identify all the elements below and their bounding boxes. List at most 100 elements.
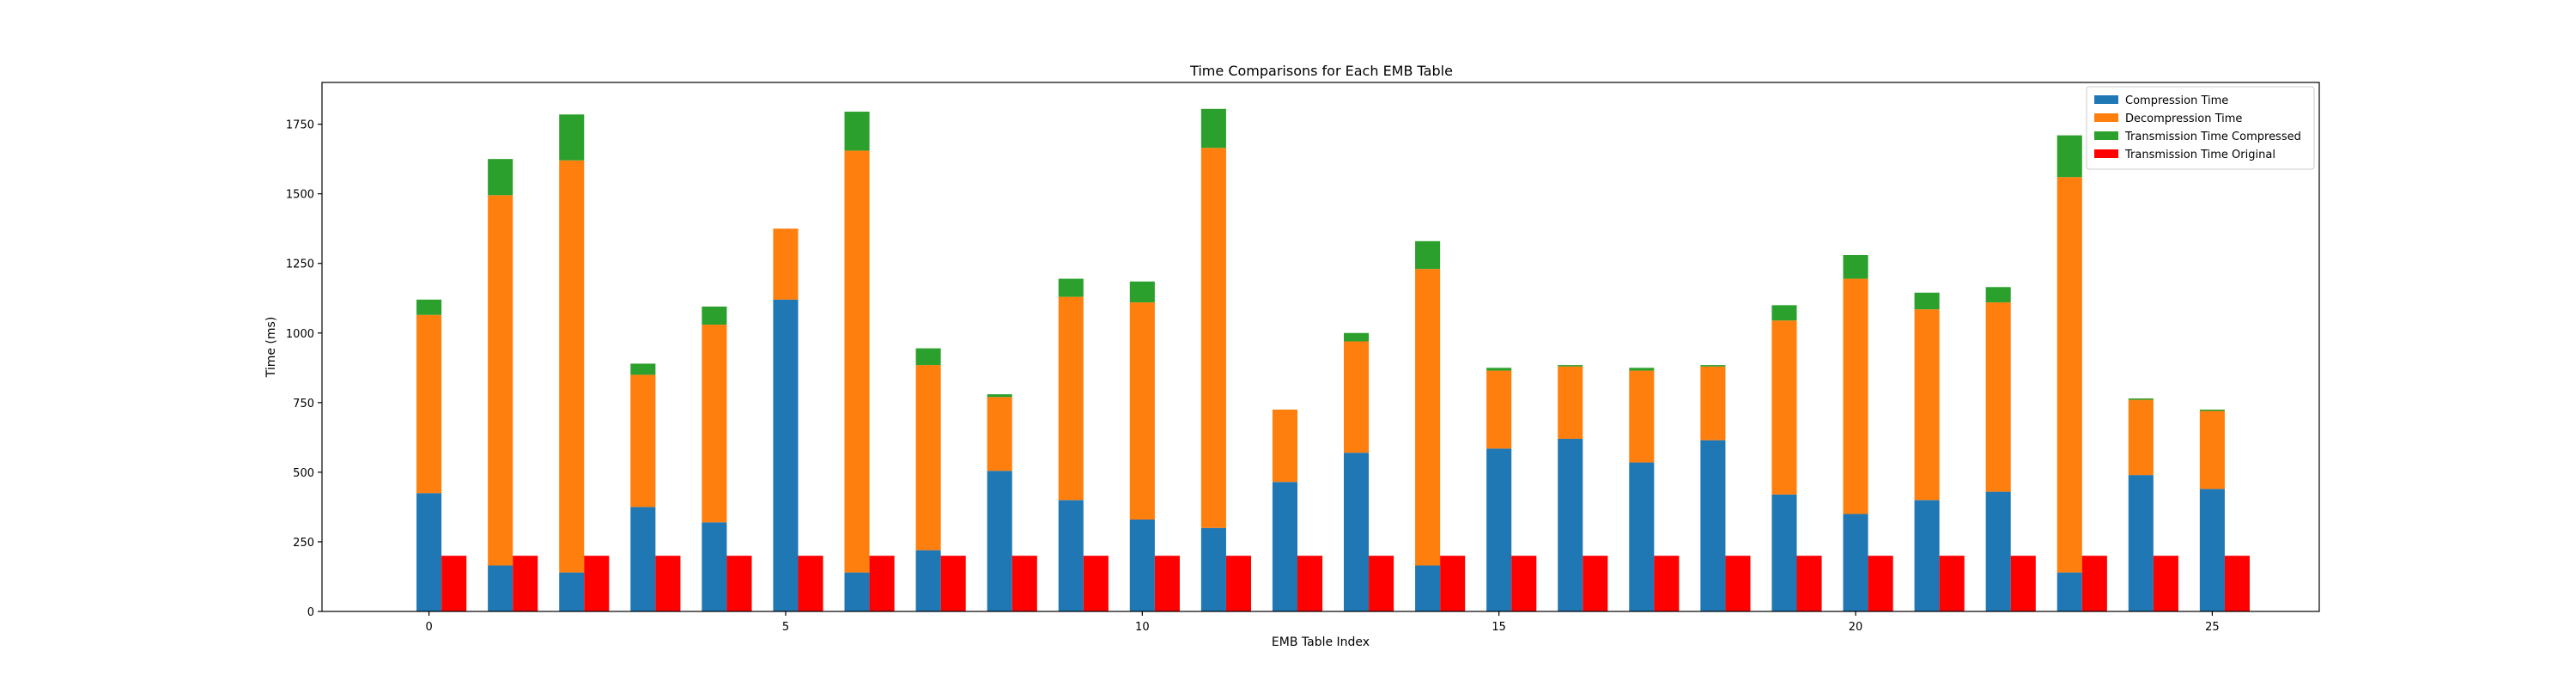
bar-compression-time <box>844 572 870 611</box>
bar-decompression-time <box>1343 341 1370 453</box>
bar-transmission-time-compressed <box>2128 398 2154 400</box>
bars-group <box>416 108 2251 611</box>
x-axis: 0 5 10 15 20 25 <box>425 611 2220 634</box>
bar-transmission-time-compressed <box>915 348 941 366</box>
bar-compression-time <box>1985 491 2011 611</box>
bar-decompression-time <box>915 365 941 550</box>
bar-transmission-time-compressed <box>559 114 585 161</box>
bar-compression-time <box>915 550 941 611</box>
legend-swatch <box>2094 95 2118 104</box>
bar-compression-time <box>1914 500 1940 611</box>
bar-compression-time <box>1058 500 1084 611</box>
bar-decompression-time <box>1058 296 1084 501</box>
x-tick-label: 25 <box>2205 621 2220 634</box>
bar-decompression-time <box>773 228 799 300</box>
bar-decompression-time <box>2199 410 2225 489</box>
legend-entry-label: Transmission Time Compressed <box>2124 131 2301 143</box>
bar-transmission-time-original <box>513 556 538 611</box>
legend-swatch <box>2094 131 2118 140</box>
bar-decompression-time <box>1486 370 1512 449</box>
bar-decompression-time <box>1914 309 1940 501</box>
bar-compression-time <box>1129 520 1155 611</box>
bar-transmission-time-original <box>1939 556 1965 611</box>
x-tick-label: 20 <box>1849 621 1863 634</box>
bar-decompression-time <box>2057 177 2082 573</box>
bar-decompression-time <box>2128 399 2154 476</box>
bar-compression-time <box>1629 462 1655 611</box>
bar-transmission-time-compressed <box>1914 292 1940 310</box>
bar-transmission-time-original <box>1154 556 1180 611</box>
bar-transmission-time-original <box>726 556 752 611</box>
bar-transmission-time-compressed <box>1629 368 1655 371</box>
bar-transmission-time-compressed <box>1415 240 1441 270</box>
bar-transmission-time-original <box>2153 556 2178 611</box>
bar-compression-time <box>773 299 799 611</box>
bar-compression-time <box>1771 494 1797 611</box>
bar-transmission-time-original <box>1297 556 1323 611</box>
bar-compression-time <box>1700 440 1726 611</box>
bar-compression-time <box>1486 448 1512 611</box>
bar-transmission-time-compressed <box>1486 368 1512 371</box>
x-tick-label: 10 <box>1135 621 1150 634</box>
bar-transmission-time-compressed <box>987 394 1012 398</box>
bar-transmission-time-original <box>2224 556 2251 611</box>
bar-transmission-time-compressed <box>1700 365 1726 367</box>
bar-decompression-time <box>1200 148 1226 528</box>
bar-transmission-time-original <box>1868 556 1893 611</box>
legend-entry-label: Transmission Time Original <box>2124 149 2275 161</box>
bar-transmission-time-compressed <box>2199 409 2225 411</box>
bar-transmission-time-original <box>1083 556 1109 611</box>
plot-frame <box>321 82 2320 612</box>
bar-decompression-time <box>844 150 870 573</box>
bar-transmission-time-compressed <box>630 363 656 375</box>
bar-compression-time <box>488 565 513 611</box>
bar-decompression-time <box>1985 302 2011 492</box>
bar-decompression-time <box>987 397 1012 471</box>
bar-compression-time <box>1200 527 1226 611</box>
bar-compression-time <box>1272 482 1298 611</box>
bar-transmission-time-compressed <box>1129 281 1155 303</box>
y-tick-label: 500 <box>293 467 314 480</box>
bar-compression-time <box>987 471 1012 611</box>
bar-transmission-time-original <box>798 556 823 611</box>
bar-transmission-time-original <box>584 556 610 611</box>
bar-decompression-time <box>1558 366 1583 439</box>
bar-decompression-time <box>1629 370 1655 463</box>
bar-transmission-time-original <box>869 556 895 611</box>
bar-transmission-time-original <box>1654 556 1680 611</box>
y-tick-label: 1000 <box>286 328 314 341</box>
bar-decompression-time <box>1771 320 1797 495</box>
y-tick-label: 0 <box>307 606 314 619</box>
bar-decompression-time <box>1700 366 1726 441</box>
bar-transmission-time-original <box>655 556 681 611</box>
bar-transmission-time-original <box>1796 556 1822 611</box>
bar-transmission-time-compressed <box>702 306 727 325</box>
bar-decompression-time <box>630 374 656 508</box>
legend-box <box>2086 86 2315 170</box>
bar-decompression-time <box>1129 302 1155 520</box>
bar-transmission-time-original <box>2081 556 2107 611</box>
y-tick-label: 1750 <box>286 119 314 132</box>
bar-transmission-time-compressed <box>2057 135 2082 178</box>
bar-transmission-time-original <box>1725 556 1751 611</box>
legend: Compression Time Decompression Time Transm… <box>2086 86 2315 170</box>
bar-compression-time <box>1558 438 1583 611</box>
bar-transmission-time-original <box>2010 556 2036 611</box>
bar-transmission-time-original <box>1369 556 1394 611</box>
legend-entry-label: Decompression Time <box>2125 112 2242 125</box>
bar-transmission-time-original <box>1012 556 1037 611</box>
bar-transmission-time-compressed <box>1771 305 1797 321</box>
x-axis-label: EMB Table Index <box>1272 635 1370 649</box>
y-tick-label: 1250 <box>286 258 314 271</box>
chart-title: Time Comparisons for Each EMB Table <box>1189 63 1453 79</box>
bar-decompression-time <box>1415 269 1441 566</box>
bar-decompression-time <box>702 325 727 523</box>
bar-compression-time <box>2057 572 2082 611</box>
y-tick-label: 250 <box>293 537 314 550</box>
bar-transmission-time-compressed <box>1058 278 1084 297</box>
x-tick-label: 0 <box>425 621 432 634</box>
bar-transmission-time-compressed <box>488 159 513 196</box>
bar-compression-time <box>2128 475 2154 611</box>
bar-compression-time <box>2199 489 2225 611</box>
